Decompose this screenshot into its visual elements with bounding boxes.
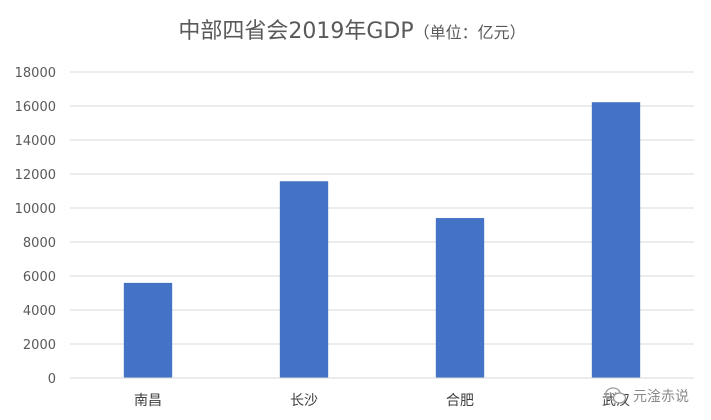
- bar: [435, 218, 485, 378]
- x-category-label: 合肥: [446, 393, 474, 409]
- y-axis-ticks: 0 2000 4000 6000 8000 10000 12000 14000 16000 180…: [15, 66, 56, 387]
- x-category-label: 南昌: [134, 393, 162, 409]
- chart-title: 中部四省会2019年GDP（单位：亿元）: [178, 19, 525, 44]
- bar: [591, 102, 641, 379]
- y-tick-label: 12000: [15, 168, 56, 183]
- bars: [123, 102, 641, 379]
- y-tick-label: 6000: [23, 270, 56, 285]
- y-tick-label: 18000: [15, 66, 56, 81]
- y-tick-label: 0: [48, 372, 56, 387]
- y-tick-label: 2000: [23, 338, 56, 353]
- watermark-text: 元淦赤说: [633, 389, 689, 405]
- y-tick-label: 8000: [23, 236, 56, 251]
- chart-title-unit: （单位：亿元）: [414, 23, 526, 42]
- x-category-label: 长沙: [290, 393, 318, 409]
- y-tick-label: 10000: [15, 202, 56, 217]
- wechat-icon: [605, 387, 627, 404]
- chart-title-main: 中部四省会2019年GDP: [178, 19, 413, 44]
- bar: [123, 282, 173, 378]
- watermark: 元淦赤说: [605, 386, 689, 406]
- gridlines: [70, 71, 694, 345]
- bar: [279, 181, 329, 378]
- y-tick-label: 14000: [15, 134, 56, 149]
- x-axis-labels: 南昌长沙合肥武汉: [134, 393, 630, 409]
- y-tick-label: 16000: [15, 100, 56, 115]
- y-tick-label: 4000: [23, 304, 56, 319]
